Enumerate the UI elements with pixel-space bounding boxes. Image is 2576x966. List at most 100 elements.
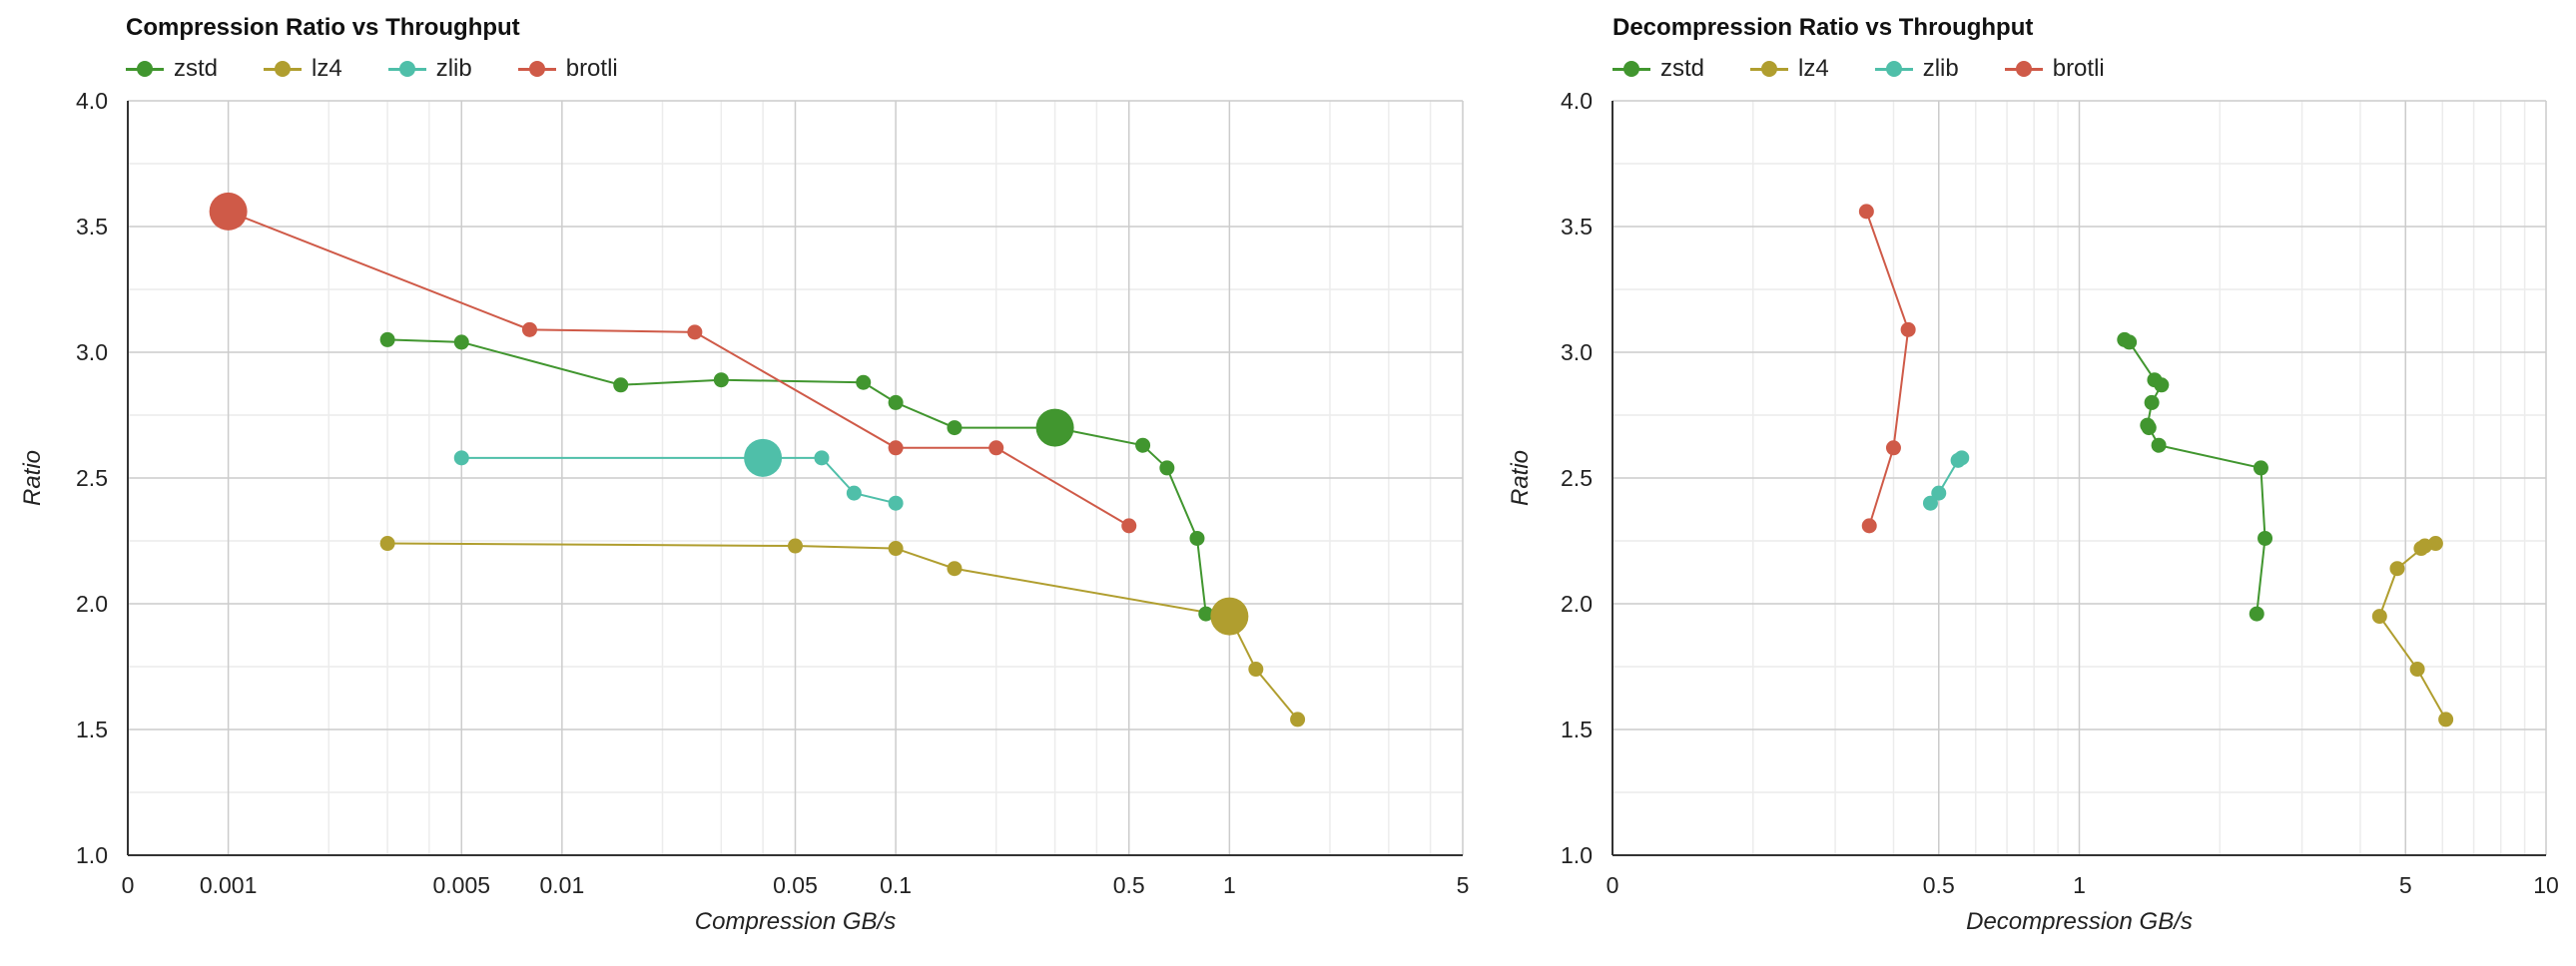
- legend-swatch-brotli: [2004, 60, 2043, 78]
- legend-item-zlib[interactable]: zlib: [387, 55, 472, 83]
- data-point-zstd: [1198, 606, 1214, 622]
- data-point-lz4: [2371, 609, 2387, 625]
- data-point-brotli: [1861, 518, 1877, 534]
- y-tick-label: 3.5: [1561, 214, 1593, 240]
- x-tick-label: 0.5: [1113, 872, 1145, 898]
- data-point-lz4: [947, 561, 963, 577]
- series-line-lz4: [2378, 542, 2447, 721]
- legend-item-brotli[interactable]: brotli: [2004, 55, 2105, 83]
- x-tick-label: 10: [2533, 872, 2559, 898]
- data-point-brotli: [1885, 440, 1901, 456]
- y-tick-label: 3.0: [1561, 339, 1593, 365]
- legend-item-zstd[interactable]: zstd: [1612, 55, 1704, 83]
- series-line-zstd: [387, 338, 1207, 615]
- data-point-brotli: [1121, 518, 1137, 534]
- data-point-zstd: [2257, 530, 2273, 546]
- data-point-zlib: [1922, 495, 1938, 511]
- legend-item-zstd[interactable]: zstd: [126, 55, 218, 83]
- y-tick-label: 2.0: [76, 591, 108, 617]
- data-point-zstd: [947, 420, 963, 436]
- data-point-lz4: [1290, 712, 1306, 727]
- x-tick-label: 5: [2399, 872, 2412, 898]
- legend-label: zlib: [435, 55, 472, 82]
- x-tick-label: 0: [122, 872, 135, 898]
- series-line-zlib: [461, 456, 897, 505]
- legend-swatch-zstd: [126, 60, 164, 78]
- series-line-lz4: [387, 542, 1299, 721]
- x-tick-label: 0.1: [880, 872, 912, 898]
- data-point-zlib: [453, 450, 469, 466]
- legend-item-brotli[interactable]: brotli: [517, 55, 618, 83]
- chart-title: Compression Ratio vs Throughput: [126, 14, 520, 41]
- data-point-zlib: [846, 485, 862, 501]
- data-point-zstd: [2253, 460, 2268, 476]
- legend-label: brotli: [565, 55, 618, 82]
- y-tick-label: 1.5: [1561, 717, 1593, 742]
- data-point-lz4: [2417, 538, 2433, 554]
- data-point-brotli: [687, 324, 703, 340]
- data-point-lz4: [2438, 712, 2454, 727]
- chart-legend: zstd lz4 zlib brotli: [1612, 55, 2151, 83]
- data-point-zstd: [1189, 530, 1205, 546]
- chart-title: Decompression Ratio vs Throughput: [1612, 14, 2034, 41]
- x-tick-label: 0.01: [539, 872, 584, 898]
- compression-chart-panel: Compression Ratio vs Throughput zstd lz4…: [19, 14, 1470, 935]
- legend-item-zlib[interactable]: zlib: [1874, 55, 1959, 83]
- x-tick-label: 0.5: [1923, 872, 1955, 898]
- data-point-zlib: [888, 495, 904, 511]
- x-tick-label: 1: [1223, 872, 1236, 898]
- x-tick-label: 0.005: [432, 872, 490, 898]
- chart-legend: zstd lz4 zlib brotli: [126, 55, 664, 83]
- x-tick-label: 0: [1607, 872, 1619, 898]
- decompression-chart-panel: Decompression Ratio vs Throughput zstd l…: [1488, 0, 2576, 966]
- y-tick-label: 1.0: [1561, 842, 1593, 868]
- data-point-brotli: [521, 321, 537, 337]
- data-point-zstd: [1135, 437, 1151, 453]
- legend-swatch-zstd: [1612, 60, 1650, 78]
- legend-item-lz4[interactable]: lz4: [1750, 55, 1829, 83]
- data-point-brotli: [988, 440, 1004, 456]
- legend-swatch-lz4: [264, 60, 303, 78]
- data-point-zstd: [2144, 394, 2160, 410]
- y-tick-label: 3.5: [76, 214, 108, 240]
- data-point-lz4: [1248, 662, 1264, 678]
- y-tick-label: 2.5: [76, 465, 108, 491]
- highlight-point-zstd: [1035, 408, 1074, 447]
- data-point-lz4: [379, 536, 395, 552]
- legend-swatch-zlib: [387, 60, 426, 78]
- data-point-zstd: [856, 374, 872, 390]
- y-tick-label: 4.0: [76, 88, 108, 114]
- data-point-zstd: [2154, 377, 2170, 393]
- data-point-brotli: [1900, 321, 1916, 337]
- data-point-zstd: [2122, 334, 2138, 350]
- x-tick-label: 5: [1457, 872, 1470, 898]
- legend-swatch-brotli: [517, 60, 556, 78]
- data-point-zstd: [453, 334, 469, 350]
- data-point-zlib: [1931, 485, 1947, 501]
- y-tick-label: 3.0: [76, 339, 108, 365]
- data-point-zstd: [2151, 437, 2167, 453]
- y-tick-label: 4.0: [1561, 88, 1593, 114]
- data-point-lz4: [888, 541, 904, 557]
- data-point-zstd: [2141, 420, 2157, 436]
- y-tick-label: 1.5: [76, 717, 108, 742]
- y-tick-label: 2.5: [1561, 465, 1593, 491]
- highlight-point-brotli: [209, 192, 248, 231]
- data-point-brotli: [1858, 204, 1874, 220]
- legend-label: zlib: [1922, 55, 1959, 82]
- data-point-zstd: [613, 377, 629, 393]
- data-point-brotli: [888, 440, 904, 456]
- data-point-lz4: [788, 538, 803, 554]
- highlight-point-lz4: [1210, 597, 1249, 636]
- y-axis-title: Ratio: [19, 450, 46, 506]
- legend-item-lz4[interactable]: lz4: [264, 55, 342, 83]
- x-tick-label: 0.001: [200, 872, 258, 898]
- legend-label: zstd: [174, 55, 219, 82]
- highlight-point-zlib: [744, 438, 783, 477]
- series-line-zstd: [2124, 338, 2266, 615]
- y-axis-title: Ratio: [1507, 450, 1534, 506]
- x-tick-label: 0.05: [773, 872, 818, 898]
- legend-swatch-zlib: [1874, 60, 1913, 78]
- legend-label: brotli: [2052, 55, 2105, 82]
- series-line-brotli: [228, 210, 1130, 527]
